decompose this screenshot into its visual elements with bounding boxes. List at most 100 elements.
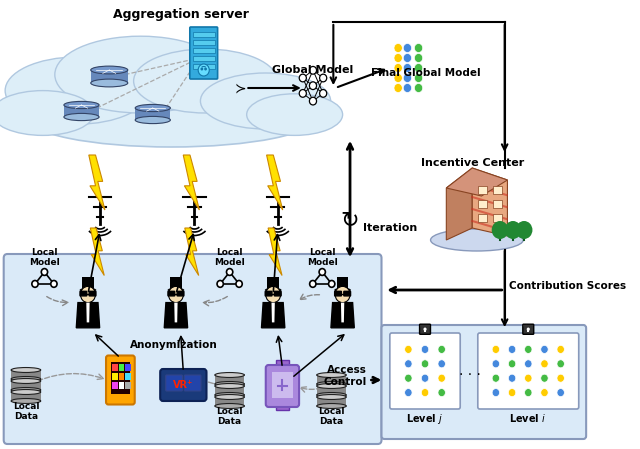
- Bar: [317, 375, 346, 384]
- Circle shape: [42, 269, 47, 275]
- Polygon shape: [271, 303, 275, 322]
- Circle shape: [300, 89, 307, 97]
- Circle shape: [414, 74, 422, 83]
- Circle shape: [335, 286, 350, 303]
- Bar: [112, 382, 118, 389]
- Ellipse shape: [135, 116, 170, 123]
- Circle shape: [525, 345, 532, 353]
- Text: Anonymization: Anonymization: [130, 340, 218, 350]
- Bar: [193, 56, 215, 61]
- Circle shape: [492, 388, 500, 396]
- FancyBboxPatch shape: [523, 324, 534, 335]
- Ellipse shape: [79, 288, 96, 292]
- Ellipse shape: [215, 392, 244, 397]
- Bar: [272, 372, 292, 398]
- Circle shape: [328, 281, 335, 287]
- Circle shape: [541, 345, 548, 353]
- Polygon shape: [262, 303, 285, 328]
- Ellipse shape: [317, 383, 346, 388]
- Circle shape: [198, 64, 209, 76]
- Circle shape: [421, 345, 429, 353]
- Circle shape: [492, 345, 500, 353]
- Circle shape: [438, 345, 445, 353]
- Text: VR⁺: VR⁺: [173, 380, 193, 390]
- Bar: [424, 329, 426, 332]
- Polygon shape: [89, 155, 105, 210]
- FancyBboxPatch shape: [89, 291, 96, 296]
- Circle shape: [492, 374, 500, 382]
- Text: Access
Control: Access Control: [323, 365, 367, 387]
- Ellipse shape: [11, 387, 41, 392]
- FancyBboxPatch shape: [478, 333, 579, 409]
- Ellipse shape: [91, 66, 128, 74]
- Ellipse shape: [5, 57, 149, 124]
- Bar: [125, 373, 131, 380]
- Ellipse shape: [11, 379, 41, 383]
- Text: Aggregation server: Aggregation server: [113, 8, 248, 21]
- Circle shape: [394, 53, 403, 62]
- Bar: [125, 382, 131, 389]
- Ellipse shape: [317, 382, 346, 387]
- Bar: [193, 48, 215, 53]
- FancyBboxPatch shape: [106, 356, 135, 405]
- Text: Incentive Center: Incentive Center: [420, 158, 524, 168]
- Ellipse shape: [64, 101, 99, 109]
- Circle shape: [421, 388, 429, 396]
- Text: ≻: ≻: [235, 81, 246, 95]
- Circle shape: [217, 281, 223, 287]
- Bar: [82, 277, 94, 290]
- Ellipse shape: [317, 373, 346, 378]
- Bar: [493, 214, 502, 222]
- Bar: [276, 360, 289, 366]
- Bar: [118, 382, 124, 389]
- Circle shape: [508, 360, 516, 368]
- Ellipse shape: [26, 87, 317, 147]
- Circle shape: [541, 360, 548, 368]
- Circle shape: [394, 63, 403, 72]
- Bar: [317, 386, 346, 395]
- Circle shape: [541, 374, 548, 382]
- Circle shape: [557, 388, 564, 396]
- FancyBboxPatch shape: [344, 291, 351, 296]
- Polygon shape: [267, 155, 283, 210]
- Ellipse shape: [215, 382, 244, 387]
- Text: Local
Data: Local Data: [13, 402, 39, 422]
- FancyBboxPatch shape: [80, 291, 87, 296]
- Circle shape: [319, 74, 327, 82]
- Circle shape: [227, 269, 233, 275]
- Circle shape: [525, 360, 532, 368]
- Bar: [112, 364, 118, 371]
- Circle shape: [403, 44, 412, 53]
- Bar: [91, 70, 128, 83]
- FancyBboxPatch shape: [184, 375, 201, 391]
- Bar: [64, 105, 99, 117]
- Ellipse shape: [64, 114, 99, 121]
- Ellipse shape: [215, 383, 244, 388]
- FancyBboxPatch shape: [4, 254, 381, 444]
- Text: Level $j$: Level $j$: [406, 412, 444, 426]
- Bar: [170, 277, 182, 290]
- Circle shape: [557, 345, 564, 353]
- Text: Local
Data: Local Data: [216, 407, 243, 427]
- Bar: [527, 329, 529, 332]
- Circle shape: [81, 286, 95, 303]
- Text: Iteration: Iteration: [363, 223, 417, 233]
- Text: Local
Data: Local Data: [318, 407, 345, 427]
- Circle shape: [492, 360, 500, 368]
- Polygon shape: [446, 168, 472, 240]
- Text: Local
Model: Local Model: [214, 247, 245, 267]
- Circle shape: [319, 89, 327, 97]
- Bar: [276, 404, 289, 410]
- Bar: [135, 108, 170, 120]
- Polygon shape: [86, 303, 90, 322]
- FancyBboxPatch shape: [390, 333, 460, 409]
- Ellipse shape: [0, 91, 94, 136]
- Ellipse shape: [246, 94, 342, 136]
- Circle shape: [516, 221, 532, 239]
- Ellipse shape: [55, 36, 226, 113]
- Bar: [337, 277, 348, 290]
- Bar: [215, 375, 244, 384]
- Polygon shape: [268, 228, 282, 276]
- Ellipse shape: [265, 288, 282, 292]
- Circle shape: [414, 44, 422, 53]
